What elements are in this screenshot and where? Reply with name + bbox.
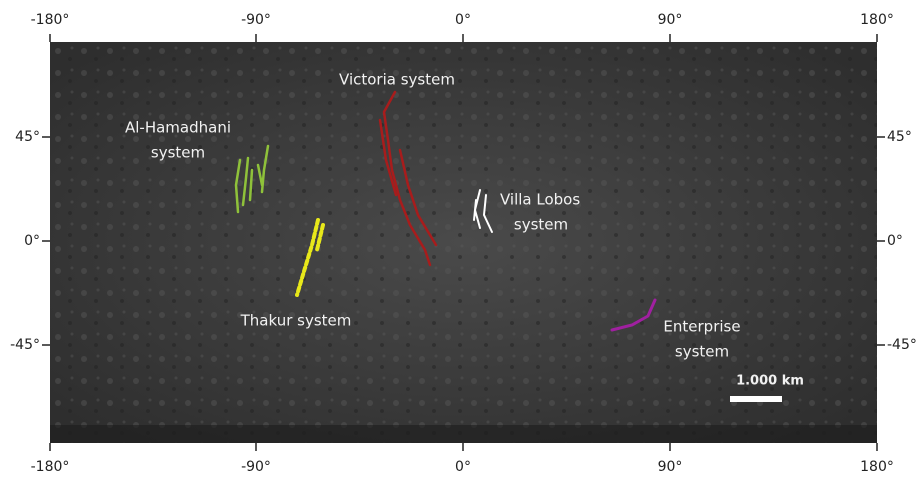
system-label: system (675, 343, 729, 361)
lon-label: -180° (31, 12, 70, 28)
lon-label: 90° (658, 12, 683, 28)
scale-bar-label: 1.000 km (736, 374, 804, 389)
page: 1.000 km -180° -180° -90° -90° 0° 0° 90° 90° 180… (0, 0, 919, 478)
map-polar-band (50, 425, 877, 443)
lat-label: -45° (10, 337, 40, 353)
lon-label: 0° (455, 459, 471, 475)
lon-label: 0° (455, 12, 471, 28)
lat-label: -45° (887, 337, 917, 353)
system-label: Thakur system (240, 312, 352, 330)
map-figure: 1.000 km -180° -180° -90° -90° 0° 0° 90° 90° 180… (0, 0, 919, 478)
lat-label: 45° (887, 129, 912, 145)
lat-label: 45° (15, 129, 40, 145)
system-label: Enterprise (663, 318, 740, 336)
lon-label: -180° (31, 459, 70, 475)
system-label: system (514, 216, 568, 234)
lon-label: 180° (860, 12, 894, 28)
system-label: system (151, 144, 205, 162)
lon-label: -90° (241, 12, 271, 28)
system-label: Villa Lobos (500, 191, 580, 209)
lat-label: 0° (24, 233, 40, 249)
scale-bar (730, 396, 782, 402)
system-label: Victoria system (339, 71, 455, 89)
lat-label: 0° (887, 233, 903, 249)
lon-label: 90° (658, 459, 683, 475)
lon-label: 180° (860, 459, 894, 475)
lon-label: -90° (241, 459, 271, 475)
system-label: Al-Hamadhani (125, 119, 231, 137)
